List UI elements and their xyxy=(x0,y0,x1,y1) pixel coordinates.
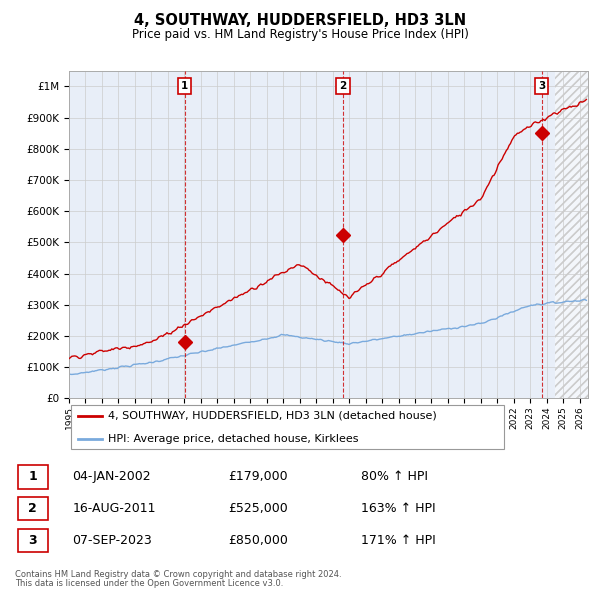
Text: 2: 2 xyxy=(340,81,347,91)
Text: 4, SOUTHWAY, HUDDERSFIELD, HD3 3LN (detached house): 4, SOUTHWAY, HUDDERSFIELD, HD3 3LN (deta… xyxy=(107,411,436,421)
Text: 171% ↑ HPI: 171% ↑ HPI xyxy=(361,534,436,547)
FancyBboxPatch shape xyxy=(18,497,48,520)
Text: 3: 3 xyxy=(538,81,545,91)
Text: £850,000: £850,000 xyxy=(228,534,288,547)
Text: 80% ↑ HPI: 80% ↑ HPI xyxy=(361,470,428,483)
Text: 4, SOUTHWAY, HUDDERSFIELD, HD3 3LN: 4, SOUTHWAY, HUDDERSFIELD, HD3 3LN xyxy=(134,13,466,28)
Text: 1: 1 xyxy=(28,470,37,483)
Text: 04-JAN-2002: 04-JAN-2002 xyxy=(73,470,151,483)
Text: This data is licensed under the Open Government Licence v3.0.: This data is licensed under the Open Gov… xyxy=(15,579,283,588)
FancyBboxPatch shape xyxy=(18,465,48,489)
Text: 07-SEP-2023: 07-SEP-2023 xyxy=(73,534,152,547)
Text: 1: 1 xyxy=(181,81,188,91)
Text: 16-AUG-2011: 16-AUG-2011 xyxy=(73,502,156,515)
FancyBboxPatch shape xyxy=(71,405,504,450)
Text: 2: 2 xyxy=(28,502,37,515)
Text: 163% ↑ HPI: 163% ↑ HPI xyxy=(361,502,435,515)
Text: £179,000: £179,000 xyxy=(228,470,288,483)
Text: Contains HM Land Registry data © Crown copyright and database right 2024.: Contains HM Land Registry data © Crown c… xyxy=(15,571,341,579)
Text: £525,000: £525,000 xyxy=(228,502,288,515)
Text: Price paid vs. HM Land Registry's House Price Index (HPI): Price paid vs. HM Land Registry's House … xyxy=(131,28,469,41)
Text: 3: 3 xyxy=(29,534,37,547)
Text: HPI: Average price, detached house, Kirklees: HPI: Average price, detached house, Kirk… xyxy=(107,434,358,444)
FancyBboxPatch shape xyxy=(18,529,48,552)
